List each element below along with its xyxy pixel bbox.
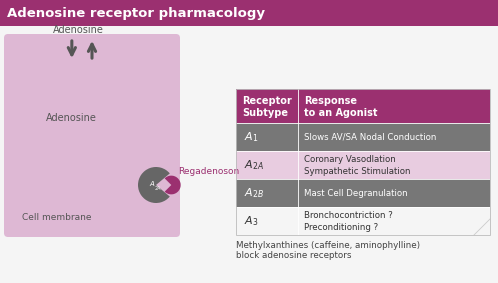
Text: $A_{2A}$: $A_{2A}$ bbox=[244, 158, 264, 172]
Text: Cell membrane: Cell membrane bbox=[22, 213, 92, 222]
Text: $A_3$: $A_3$ bbox=[244, 214, 258, 228]
Text: Adenosine: Adenosine bbox=[53, 25, 104, 35]
Text: Bronchocontriction ?: Bronchocontriction ? bbox=[304, 211, 393, 220]
Bar bbox=[236, 151, 490, 179]
Text: Preconditioning ?: Preconditioning ? bbox=[304, 222, 378, 231]
Bar bbox=[236, 89, 490, 123]
FancyBboxPatch shape bbox=[4, 34, 180, 237]
Wedge shape bbox=[165, 176, 181, 194]
Bar bbox=[236, 207, 490, 235]
Text: 2A: 2A bbox=[155, 185, 161, 190]
Text: Coronary Vasodlation: Coronary Vasodlation bbox=[304, 155, 396, 164]
Text: Response: Response bbox=[304, 96, 357, 106]
Text: Methylxanthines (caffeine, aminophylline): Methylxanthines (caffeine, aminophylline… bbox=[236, 241, 420, 250]
Text: $A_1$: $A_1$ bbox=[244, 130, 258, 144]
Text: Regadenoson: Regadenoson bbox=[178, 166, 240, 175]
Text: Subtype: Subtype bbox=[242, 108, 288, 119]
Bar bbox=[236, 123, 490, 151]
Text: Sympathetic Stimulation: Sympathetic Stimulation bbox=[304, 166, 410, 175]
Bar bbox=[0, 0, 498, 26]
Text: block adenosine receptors: block adenosine receptors bbox=[236, 250, 352, 260]
Bar bbox=[236, 89, 490, 235]
Text: Adenosine receptor pharmacology: Adenosine receptor pharmacology bbox=[7, 7, 265, 20]
Text: A: A bbox=[149, 181, 154, 187]
Text: Receptor: Receptor bbox=[242, 96, 292, 106]
Wedge shape bbox=[138, 167, 170, 203]
Text: Adenosine: Adenosine bbox=[46, 113, 97, 123]
Text: Slows AV/SA Nodal Conduction: Slows AV/SA Nodal Conduction bbox=[304, 132, 436, 142]
Text: Mast Cell Degranulation: Mast Cell Degranulation bbox=[304, 188, 408, 198]
Bar bbox=[236, 179, 490, 207]
Text: to an Agonist: to an Agonist bbox=[304, 108, 377, 119]
Text: $A_{2B}$: $A_{2B}$ bbox=[244, 186, 264, 200]
Polygon shape bbox=[474, 219, 490, 235]
